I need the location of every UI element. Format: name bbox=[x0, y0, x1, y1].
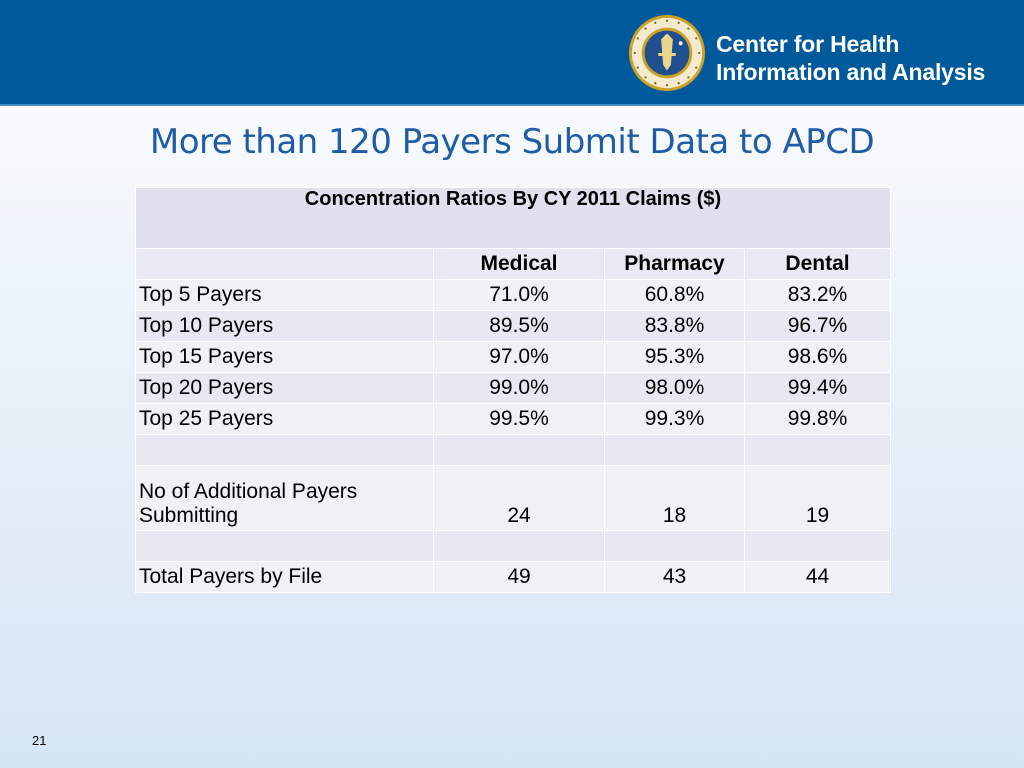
medical-value: 97.0% bbox=[433, 341, 605, 373]
dental-value: 99.4% bbox=[744, 372, 891, 404]
pharmacy-value: 18 bbox=[604, 465, 745, 531]
header-banner: Center for Health Information and Analys… bbox=[0, 0, 1024, 106]
table-row: Top 5 Payers 71.0% 60.8% 83.2% bbox=[135, 279, 891, 311]
column-header-pharmacy: Pharmacy bbox=[604, 248, 745, 280]
medical-value: 71.0% bbox=[433, 279, 605, 311]
row-label bbox=[135, 434, 434, 466]
medical-value: 24 bbox=[433, 465, 605, 531]
page-number: 21 bbox=[32, 733, 47, 748]
table-title: Concentration Ratios By CY 2011 Claims (… bbox=[135, 187, 891, 249]
dental-value bbox=[744, 530, 891, 562]
pharmacy-value: 98.0% bbox=[604, 372, 745, 404]
pharmacy-value: 43 bbox=[604, 561, 745, 593]
dental-value: 19 bbox=[744, 465, 891, 531]
medical-value: 99.5% bbox=[433, 403, 605, 435]
medical-value bbox=[433, 434, 605, 466]
table-row: No of Additional Payers Submitting 24 18… bbox=[135, 465, 891, 531]
pharmacy-value: 95.3% bbox=[604, 341, 745, 373]
row-label bbox=[135, 530, 434, 562]
table-row: Top 25 Payers 99.5% 99.3% 99.8% bbox=[135, 403, 891, 435]
table-row: Top 10 Payers 89.5% 83.8% 96.7% bbox=[135, 310, 891, 342]
organization-name-line2: Information and Analysis bbox=[716, 59, 986, 85]
organization-name: Center for Health Information and Analys… bbox=[716, 30, 985, 86]
row-label: Top 20 Payers bbox=[135, 372, 434, 404]
medical-value: 49 bbox=[433, 561, 605, 593]
dental-value: 96.7% bbox=[744, 310, 891, 342]
dental-value bbox=[744, 434, 891, 466]
organization-name-line1: Center for Health bbox=[716, 31, 900, 57]
medical-value: 99.0% bbox=[433, 372, 605, 404]
table-row: Top 15 Payers 97.0% 95.3% 98.6% bbox=[135, 341, 891, 373]
pharmacy-value: 99.3% bbox=[604, 403, 745, 435]
dental-value: 99.8% bbox=[744, 403, 891, 435]
pharmacy-value: 60.8% bbox=[604, 279, 745, 311]
dental-value: 44 bbox=[744, 561, 891, 593]
table-row bbox=[135, 530, 891, 562]
table-row: Total Payers by File 49 43 44 bbox=[135, 561, 891, 593]
row-label: Top 25 Payers bbox=[135, 403, 434, 435]
row-label: Top 5 Payers bbox=[135, 279, 434, 311]
row-label: Top 15 Payers bbox=[135, 341, 434, 373]
column-header-dental: Dental bbox=[744, 248, 891, 280]
slide-title: More than 120 Payers Submit Data to APCD bbox=[149, 122, 875, 162]
column-header-label bbox=[135, 248, 434, 280]
dental-value: 83.2% bbox=[744, 279, 891, 311]
medical-value: 89.5% bbox=[433, 310, 605, 342]
column-header-medical: Medical bbox=[433, 248, 605, 280]
table-header-row: Medical Pharmacy Dental bbox=[135, 248, 891, 280]
row-label: Top 10 Payers bbox=[135, 310, 434, 342]
medical-value bbox=[433, 530, 605, 562]
dental-value: 98.6% bbox=[744, 341, 891, 373]
row-label: Total Payers by File bbox=[135, 561, 434, 593]
pharmacy-value bbox=[604, 434, 745, 466]
table-title-row: Concentration Ratios By CY 2011 Claims (… bbox=[135, 187, 891, 249]
pharmacy-value: 83.8% bbox=[604, 310, 745, 342]
concentration-table: Concentration Ratios By CY 2011 Claims (… bbox=[135, 187, 891, 593]
pharmacy-value bbox=[604, 530, 745, 562]
table-row: Top 20 Payers 99.0% 98.0% 99.4% bbox=[135, 372, 891, 404]
row-label: No of Additional Payers Submitting bbox=[135, 465, 434, 531]
massachusetts-seal-icon bbox=[628, 14, 706, 92]
table-row bbox=[135, 434, 891, 466]
